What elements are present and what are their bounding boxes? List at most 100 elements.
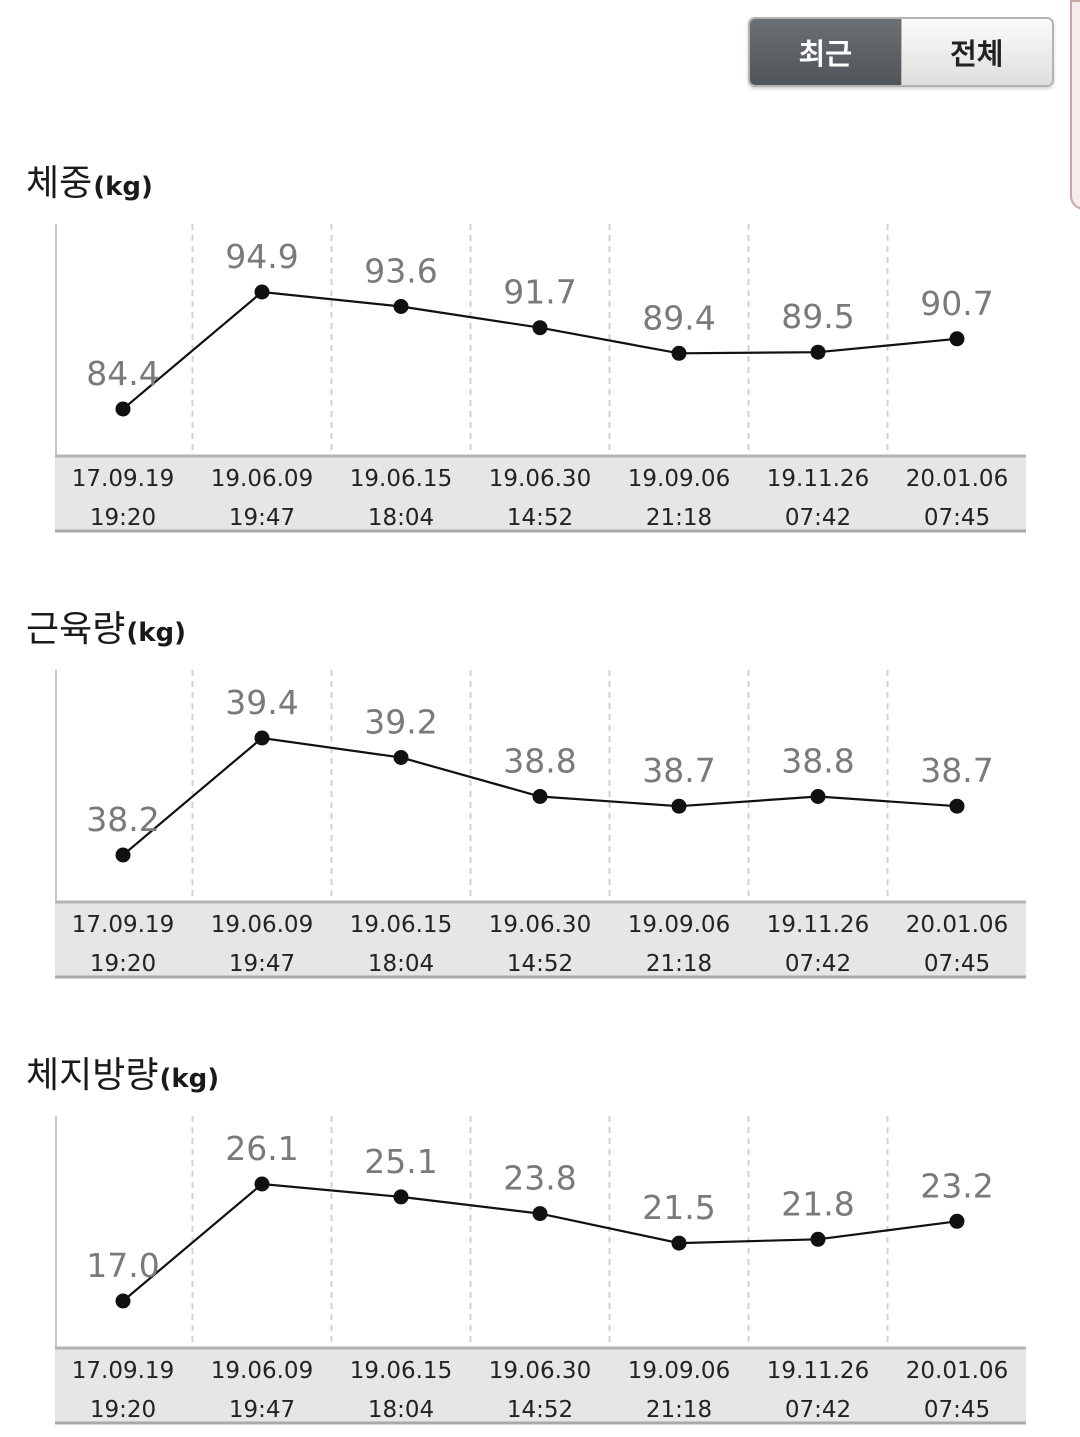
data-point	[115, 847, 131, 863]
data-label: 90.7	[920, 284, 993, 323]
x-tick-time: 07:42	[785, 1397, 851, 1423]
data-point	[810, 789, 826, 804]
x-tick-time: 14:52	[507, 505, 573, 531]
recent-button[interactable]: 최근	[750, 19, 901, 85]
bodyfat-unit: (kg)	[159, 1064, 220, 1094]
data-label: 93.6	[364, 252, 437, 291]
x-tick-date: 19.11.26	[767, 1358, 869, 1384]
data-point	[532, 789, 548, 804]
data-point	[254, 1176, 270, 1192]
x-tick-date: 19.06.30	[489, 1358, 591, 1384]
x-tick-date: 20.01.06	[906, 466, 1008, 492]
x-tick-time: 07:45	[924, 505, 990, 531]
x-tick-date: 19.06.30	[489, 466, 591, 492]
x-tick-date: 17.09.19	[72, 466, 174, 492]
bodyfat-chart: 17.0 26.1 25.1 23.8 21.5 21.8 23.2 17.09.19 19:2…	[55, 1116, 1026, 1425]
x-tick-time: 19:20	[90, 505, 156, 531]
data-point	[532, 1206, 548, 1222]
x-tick-time: 07:42	[785, 505, 851, 531]
x-tick-date: 20.01.06	[906, 912, 1008, 938]
muscle-chart-title: 근육량(kg)	[26, 612, 186, 648]
data-label: 25.1	[364, 1142, 437, 1181]
data-label: 23.8	[503, 1159, 576, 1198]
all-button[interactable]: 전체	[900, 19, 1052, 85]
data-label: 21.5	[642, 1188, 715, 1227]
x-tick-date: 17.09.19	[72, 912, 174, 938]
muscle-unit: (kg)	[126, 618, 187, 648]
data-label: 39.2	[364, 703, 437, 742]
data-label: 38.7	[920, 751, 993, 790]
data-point	[393, 750, 409, 765]
x-tick-date: 19.06.15	[350, 1358, 452, 1384]
x-tick-time: 19:47	[229, 505, 295, 531]
x-tick-time: 19:47	[229, 951, 295, 977]
data-point	[115, 1293, 131, 1309]
x-axis-band	[55, 902, 1026, 978]
x-tick-date: 19.09.06	[628, 1358, 730, 1384]
period-toggle: 최근 전체	[748, 17, 1054, 87]
data-label: 89.5	[781, 297, 854, 336]
weight-unit: (kg)	[93, 172, 153, 202]
data-label: 91.7	[503, 273, 576, 312]
x-tick-time: 21:18	[646, 1397, 712, 1423]
x-tick-date: 19.06.15	[350, 466, 452, 492]
data-point	[671, 1235, 687, 1251]
data-label: 38.8	[503, 742, 576, 781]
data-point	[393, 299, 409, 314]
x-tick-time: 14:52	[507, 951, 573, 977]
data-point	[393, 1189, 409, 1205]
x-tick-time: 18:04	[368, 505, 434, 531]
data-point	[671, 798, 687, 814]
muscle-title-text: 근육량	[26, 609, 126, 650]
x-tick-time: 19:20	[90, 1397, 156, 1423]
data-label: 39.4	[225, 683, 298, 722]
data-label: 17.0	[86, 1246, 159, 1285]
data-label: 38.7	[642, 751, 715, 790]
x-tick-date: 19.06.30	[489, 912, 591, 938]
x-tick-date: 19.09.06	[628, 912, 730, 938]
data-label: 26.1	[225, 1129, 298, 1168]
x-tick-date: 19.06.09	[211, 1358, 313, 1384]
muscle-chart: 38.2 39.4 39.2 38.8 38.7 38.8 38.7 17.09.19 19:2…	[55, 670, 1026, 979]
x-tick-time: 18:04	[368, 951, 434, 977]
x-tick-date: 20.01.06	[906, 1358, 1008, 1384]
data-label: 38.8	[781, 742, 854, 781]
data-point	[254, 730, 270, 746]
edge-scroll-handle[interactable]	[1070, 0, 1080, 210]
data-point	[810, 344, 826, 360]
data-point	[254, 284, 270, 300]
weight-title-text: 체중	[26, 163, 93, 204]
data-label: 84.4	[86, 354, 159, 393]
x-tick-date: 19.11.26	[767, 466, 869, 492]
bodyfat-title-text: 체지방량	[26, 1055, 159, 1096]
x-tick-date: 17.09.19	[72, 1358, 174, 1384]
x-tick-time: 07:45	[924, 951, 990, 977]
data-label: 89.4	[642, 298, 715, 337]
data-label: 21.8	[781, 1184, 854, 1223]
bodyfat-chart-title: 체지방량(kg)	[26, 1058, 219, 1094]
data-point	[949, 1213, 965, 1229]
x-tick-date: 19.06.09	[211, 466, 313, 492]
x-tick-time: 21:18	[646, 951, 712, 977]
data-point	[949, 331, 965, 347]
x-tick-time: 21:18	[646, 505, 712, 531]
data-label: 94.9	[225, 237, 298, 276]
data-point	[949, 798, 965, 814]
data-point	[115, 401, 131, 417]
x-tick-time: 19:47	[229, 1397, 295, 1423]
x-axis-band	[55, 456, 1026, 532]
data-point	[532, 320, 548, 336]
x-tick-date: 19.09.06	[628, 466, 730, 492]
x-tick-date: 19.11.26	[767, 912, 869, 938]
x-axis-band	[55, 1348, 1026, 1424]
x-tick-date: 19.06.09	[211, 912, 313, 938]
data-label: 38.2	[86, 800, 159, 839]
data-point	[810, 1231, 826, 1247]
x-tick-time: 07:45	[924, 1397, 990, 1423]
weight-chart-title: 체중(kg)	[26, 166, 153, 202]
x-tick-time: 19:20	[90, 951, 156, 977]
data-point	[671, 345, 687, 361]
x-tick-time: 14:52	[507, 1397, 573, 1423]
x-tick-date: 19.06.15	[350, 912, 452, 938]
x-tick-time: 07:42	[785, 951, 851, 977]
